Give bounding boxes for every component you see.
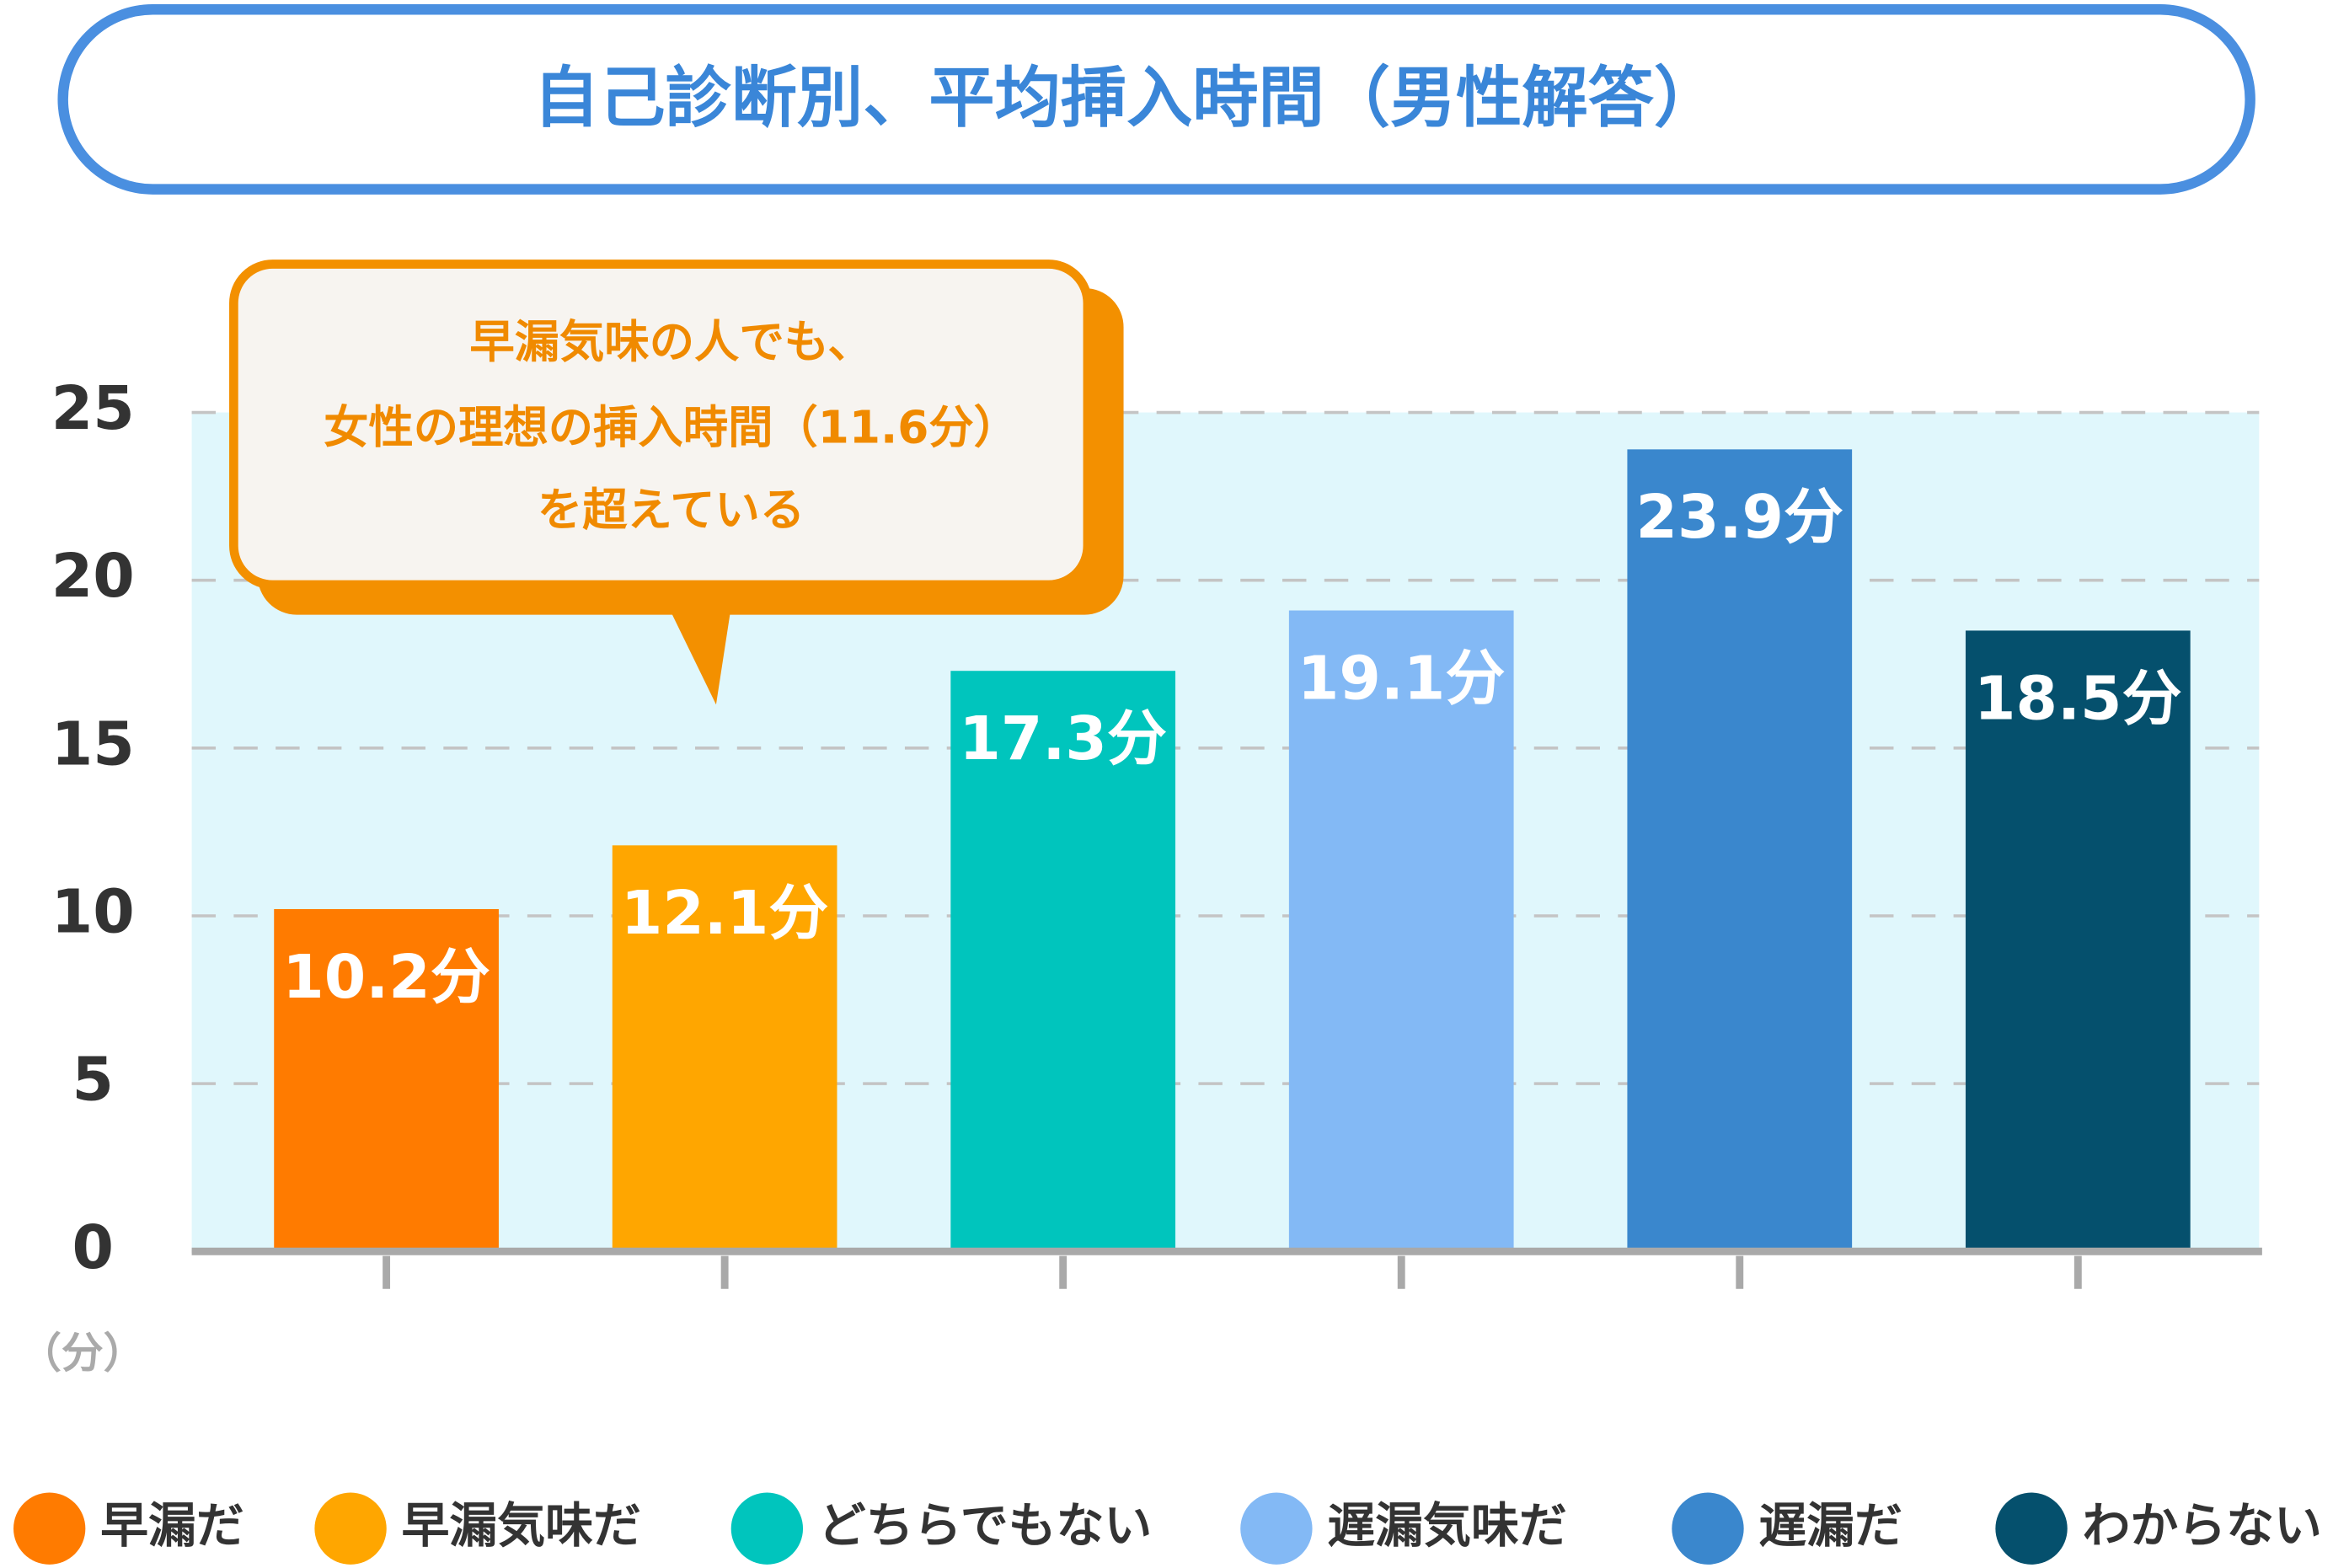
legend-swatch (314, 1492, 387, 1565)
legend-swatch (730, 1492, 804, 1565)
legend-label: 早漏気味だ (402, 1498, 641, 1554)
data-label: 10.2分 (282, 942, 490, 1012)
y-axis-label: （分） (19, 1329, 145, 1378)
legend-swatch (1240, 1492, 1313, 1565)
callout-tail (659, 587, 735, 705)
bar (1965, 630, 2191, 1252)
callout-box (229, 260, 1093, 590)
chart-title: 自己診断別、平均挿入時間（男性解答） (533, 60, 1720, 136)
legend-swatch (1995, 1492, 2068, 1565)
bar (612, 845, 837, 1252)
y-tick-label: 20 (51, 541, 135, 611)
callout-line: を超えている (538, 483, 805, 536)
legend-label: わからない (2083, 1498, 2322, 1554)
bar (1627, 449, 1853, 1252)
y-tick-label: 15 (51, 709, 135, 779)
y-tick-label: 25 (51, 373, 135, 443)
legend-label: どちらでもない (818, 1498, 1152, 1554)
y-tick-label: 10 (51, 877, 135, 947)
legend-swatch (1672, 1492, 1744, 1565)
y-tick-label: 5 (72, 1045, 113, 1115)
legend-label: 早漏だ (100, 1498, 244, 1554)
data-label: 12.1分 (621, 878, 829, 948)
legend-label: 遅漏気味だ (1327, 1498, 1566, 1554)
callout-line: 女性の理想の挿入時間（11.6分） (324, 401, 1019, 454)
y-tick-label: 0 (72, 1212, 113, 1282)
bar (1288, 610, 1514, 1252)
data-label: 17.3分 (959, 704, 1167, 773)
data-label: 18.5分 (1974, 663, 2182, 733)
callout-line: 早漏気味の人でも、 (469, 315, 872, 368)
bar (950, 671, 1176, 1252)
data-label: 23.9分 (1635, 482, 1843, 552)
legend-label: 遅漏だ (1758, 1498, 1902, 1554)
legend-swatch (13, 1492, 86, 1565)
bar (274, 909, 499, 1252)
callout: 早漏気味の人でも、 女性の理想の挿入時間（11.6分） を超えている (229, 260, 1124, 705)
title-frame (57, 4, 2255, 195)
data-label: 19.1分 (1298, 643, 1506, 713)
